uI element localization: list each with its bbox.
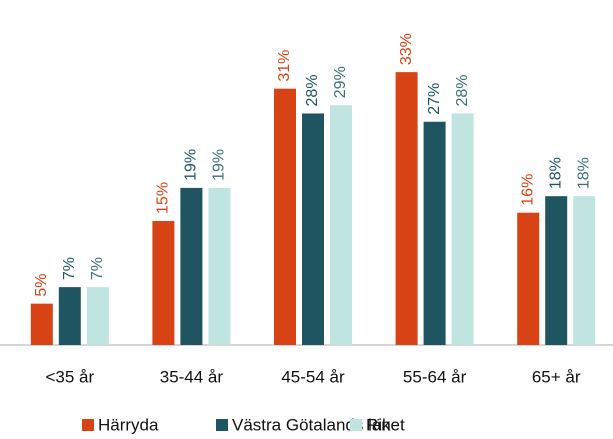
bar [545, 196, 568, 345]
bar [30, 303, 53, 345]
bar [58, 287, 81, 345]
bar [573, 196, 596, 345]
data-label: 28% [304, 74, 321, 106]
legend-label: Riket [366, 415, 405, 434]
data-label: 33% [398, 33, 415, 65]
data-label: 7% [61, 257, 78, 280]
bar [395, 72, 418, 345]
data-label: 19% [183, 149, 200, 181]
data-label: 18% [547, 157, 564, 189]
legend-swatch [216, 419, 228, 431]
data-label: 29% [332, 66, 349, 98]
legend-swatch [350, 419, 362, 431]
bar [423, 121, 446, 346]
bar [86, 287, 109, 345]
data-label: 15% [155, 182, 172, 214]
bar [302, 113, 324, 345]
x-tick-label: 35-44 år [160, 367, 224, 386]
data-label: 27% [426, 83, 443, 115]
data-label: 5% [33, 274, 50, 297]
bar [517, 212, 540, 345]
bar [152, 220, 175, 345]
legend-label: Härryda [98, 415, 159, 434]
data-label: 16% [519, 174, 536, 206]
x-tick-label: 45-54 år [281, 367, 345, 386]
x-tick-label: 55-64 år [403, 367, 467, 386]
data-label: 7% [89, 257, 106, 280]
bar [208, 187, 231, 345]
data-label: 18% [575, 157, 592, 189]
bar [451, 113, 474, 345]
x-tick-label: <35 år [45, 367, 94, 386]
bar [180, 187, 203, 345]
bar [274, 88, 296, 345]
data-label: 31% [276, 50, 293, 82]
data-label: 19% [211, 149, 228, 181]
data-label: 28% [454, 74, 471, 106]
bar [330, 105, 352, 345]
x-tick-label: 65+ år [532, 367, 581, 386]
legend-swatch [82, 419, 94, 431]
